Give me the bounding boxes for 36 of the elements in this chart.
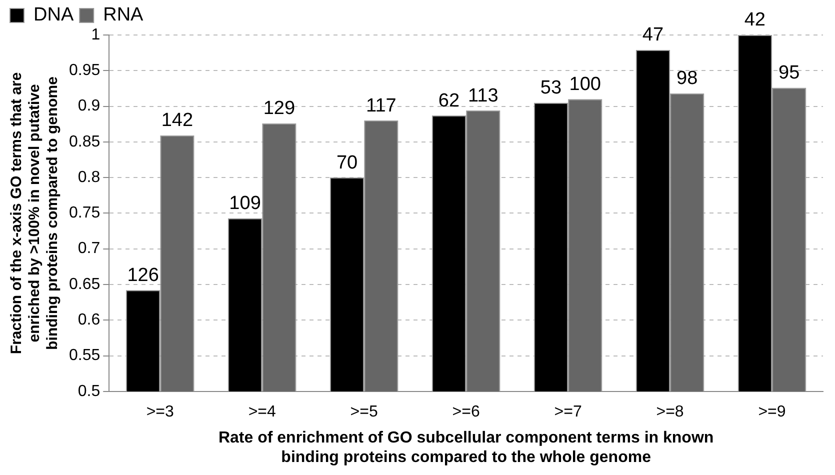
x-tick-label: >=8 [656, 403, 684, 420]
annotation: 129 [263, 98, 296, 120]
x-tick-label: >=9 [758, 403, 786, 420]
x-tick-label: >=7 [554, 403, 582, 420]
x-tick-label: >=3 [146, 403, 174, 420]
legend-label: DNA [34, 4, 74, 26]
x-axis-title: Rate of enrichment of GO subcellular component terms in known binding proteins compared to the whole genome [218, 430, 714, 466]
y-tick-label: 0.75 [69, 204, 100, 222]
annotation: 117 [366, 95, 396, 116]
y-tick-label: 0.8 [78, 168, 100, 186]
y-tick-label: 0.5 [78, 382, 100, 400]
annotation: 95 [778, 62, 800, 84]
legend-label: RNA [103, 4, 144, 26]
y-tick-label: 0.85 [69, 133, 100, 150]
x-tick-label: >=4 [248, 403, 276, 420]
annotation: 53 [540, 77, 562, 98]
annotation: 42 [744, 10, 766, 31]
annotation: 126 [127, 264, 159, 286]
annotation: 109 [229, 192, 261, 214]
x-tick-label: >=5 [350, 403, 378, 420]
y-tick-label: 0.9 [78, 98, 100, 115]
annotation: 98 [676, 68, 698, 90]
annotation: 113 [468, 85, 498, 106]
y-tick-label: 0.95 [69, 62, 100, 80]
y-axis-title: Fraction of the x-axis GO terms that are enriched by >100% in novel putative binding proteins compared to genome [8, 72, 62, 354]
y-tick-label: 0.7 [78, 240, 100, 258]
annotation: 62 [438, 90, 460, 112]
y-tick-label: 0.6 [78, 312, 100, 329]
annotation: 100 [569, 74, 601, 95]
annotation: 70 [336, 152, 358, 174]
y-tick-label: 0.55 [69, 347, 100, 364]
annotation: 47 [642, 24, 664, 46]
y-tick-label: 1 [91, 26, 100, 44]
annotation: 142 [161, 110, 194, 132]
x-tick-label: >=6 [452, 403, 480, 420]
y-tick-label: 0.65 [69, 276, 100, 293]
